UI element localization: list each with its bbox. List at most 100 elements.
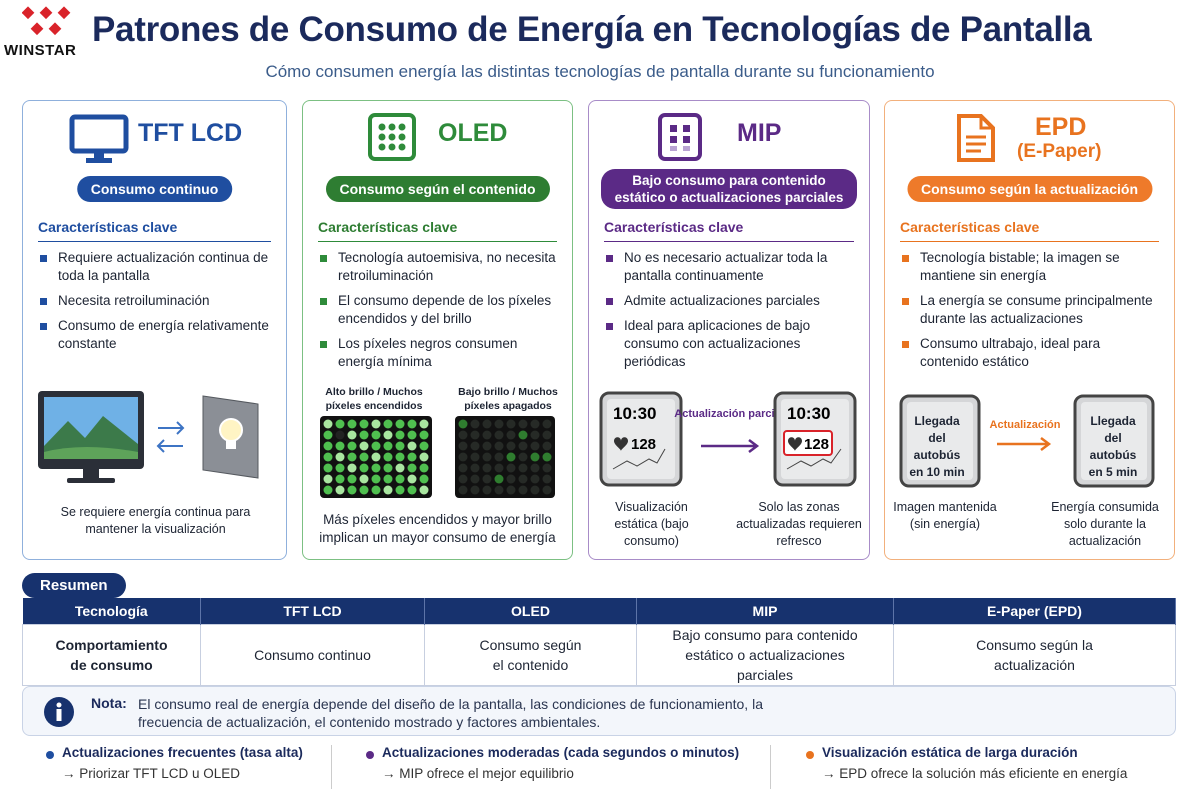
oled-panel-bg [455,416,555,498]
info-icon [44,697,74,727]
oled-pixel [335,452,345,462]
oled-pixel [518,474,528,484]
oled-pixel [506,485,516,495]
oled-pixel [383,441,393,451]
oled-pixel [470,485,480,495]
card-tft: TFT LCD Consumo continuo Características… [22,100,287,560]
oled-pixel [323,485,333,495]
footer-text: → MIP ofrece el mejor equilibrio [382,766,574,781]
header-cell: Tecnología [22,598,201,624]
oled-panel-bright [320,416,432,498]
oled-pixel [506,430,516,440]
oled-pixel [530,430,540,440]
oled-pixel [407,452,417,462]
oled-pixel [335,441,345,451]
cell: Consumo continuo [200,623,425,686]
oled-pixel [371,441,381,451]
oled-pixel [347,452,357,462]
oled-pixel [407,474,417,484]
oled-pixel [323,463,333,473]
footer-title: Actualizaciones frecuentes (tasa alta) [62,745,303,760]
oled-pixel [419,452,429,462]
oled-pixel [482,430,492,440]
oled-pixel [395,463,405,473]
note-text: El consumo real de energía depende del d… [138,696,763,730]
oled-pixel [335,430,345,440]
footer-item: Actualizaciones moderadas (cada segundos… [362,745,762,795]
oled-pixel [482,419,492,429]
oled-pixel [335,419,345,429]
summary-table: Tecnología TFT LCD OLED MIP E-Paper (EPD… [22,598,1176,686]
oled-pixel [470,430,480,440]
section-title: Características clave [900,219,1159,242]
logo-mark [22,6,71,36]
screen-time: 10:30 [613,404,656,423]
oled-pixel [359,463,369,473]
footer-item: Actualizaciones frecuentes (tasa alta) →… [42,745,332,795]
oled-pixel [458,419,468,429]
oled-pixel [470,419,480,429]
footer-title: Actualizaciones moderadas (cada segundos… [382,745,740,760]
bullet: Consumo ultrabajo, ideal para contenido … [900,335,1162,371]
bullet: Requiere actualización continua de toda … [38,249,274,285]
oled-pixel [494,463,504,473]
oled-pixel [359,452,369,462]
screen-text: Llegada del autobús en 5 min [1088,414,1138,479]
bullet: Tecnología autoemisiva, no necesita retr… [318,249,560,285]
oled-pixel [506,474,516,484]
oled-pixel [323,419,333,429]
bullet: Ideal para aplicaciones de bajo consumo … [604,317,857,371]
oled-pixel [395,441,405,451]
oled-pixel [335,485,345,495]
oled-pixel [470,441,480,451]
oled-pixel [383,463,393,473]
oled-pixel [530,485,540,495]
oled-pixel [506,441,516,451]
oled-pixel [335,474,345,484]
divider [331,745,332,789]
bullets: Tecnología bistable; la imagen se mantie… [900,249,1162,378]
oled-pixel [395,474,405,484]
caption: Visualización estática (bajo consumo) [614,500,689,548]
oled-pixel [407,485,417,495]
oled-pixel [470,452,480,462]
oled-pixel [419,474,429,484]
oled-pixel [494,474,504,484]
card-name: OLED [438,119,508,147]
oled-pixel [347,441,357,451]
footer-title: Visualización estática de larga duración [822,745,1078,760]
oled-pixel [530,452,540,462]
oled-pixel [494,441,504,451]
caption: Solo las zonas actualizadas requieren re… [736,500,862,548]
oled-pixel [359,419,369,429]
bullet: Necesita retroiluminación [38,292,274,310]
section-title: Características clave [604,219,854,242]
oled-pixel [371,485,381,495]
card-name: EPD [1035,113,1087,141]
oled-pixel [359,441,369,451]
oled-pixel [407,441,417,451]
oled-pixel [542,430,552,440]
panel-label: Bajo brillo / Muchos píxeles apagados [458,386,558,412]
screen-time: 10:30 [787,404,830,423]
bullet: Tecnología bistable; la imagen se mantie… [900,249,1162,285]
screen-reading: 128 [804,436,829,453]
oled-pixel [407,430,417,440]
oled-pixel [506,452,516,462]
oled-pixel [383,452,393,462]
oled-pixel [335,463,345,473]
oled-pixel [359,474,369,484]
oled-panel-dark [455,416,555,498]
note: Nota: El consumo real de energía depende… [22,686,1176,736]
oled-pixel [542,419,552,429]
oled-pixel [359,430,369,440]
oled-pixel [530,463,540,473]
oled-pixel [506,419,516,429]
card-oled: OLED Consumo según el contenido Caracter… [302,100,573,560]
footer-text: → Priorizar TFT LCD u OLED [62,766,241,781]
summary-label: Resumen [22,573,126,598]
caption: Energía consumida solo durante la actual… [1051,500,1159,548]
divider [770,745,771,789]
badge: Bajo consumo para contenido estático o a… [601,169,857,209]
subtitle: Cómo consumen energía las distintas tecn… [265,62,935,81]
